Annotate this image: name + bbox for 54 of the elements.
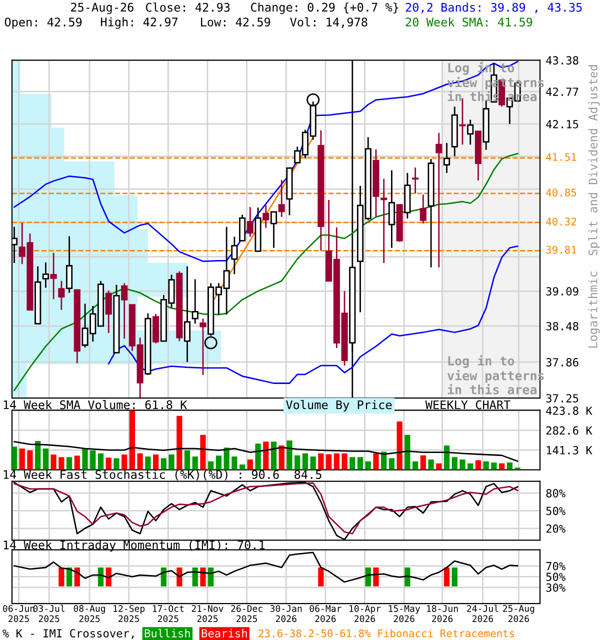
y-tick-label: 141.3 K xyxy=(546,446,592,454)
x-tick-label: 06-Mar 2026 xyxy=(310,605,342,622)
x-tick-label: 08-Aug 2025 xyxy=(74,605,105,622)
chart-title: 14 Week Fast Stochastic (%K)(%D) : 90.6 84.5 xyxy=(4,470,322,480)
chart-title: 14 Week SMA Volume: 61.8 K xyxy=(4,400,188,410)
text: High: 42.97 xyxy=(100,17,178,29)
text: Change: 0.29 {+0.7 %} xyxy=(251,2,398,14)
ref-line-label: 40.32 xyxy=(546,218,576,226)
x-tick-label: 30-Jan 2026 xyxy=(270,605,302,622)
x-tick-label: 25-Aug 2026 xyxy=(503,605,534,622)
ref-line-label: 39.81 xyxy=(546,246,576,254)
x-tick-label: 24-Jul 2026 xyxy=(467,604,498,622)
y-tick-label: 70% xyxy=(546,562,566,570)
y-tick-label: 80% xyxy=(546,489,566,498)
text: Bullish xyxy=(144,628,190,638)
text: Open: 42.59 xyxy=(4,18,82,29)
y-tick-label: 37.25 xyxy=(546,394,578,402)
x-tick-label: 17-Oct 2025 xyxy=(152,605,184,622)
text: Bearish xyxy=(202,628,247,638)
ref-line-label: 40.85 xyxy=(546,188,576,196)
ref-line-label: 41.51 xyxy=(546,153,576,161)
x-tick-label: 12-Sep 2025 xyxy=(114,605,145,622)
chart-title: 14 Week Intraday Momentum (IMI): 70.1 xyxy=(4,540,265,552)
text: Low: 42.59 xyxy=(201,18,270,26)
text: Vol: 14,978 xyxy=(290,17,368,28)
text: Logarithmic xyxy=(588,272,600,348)
y-tick-label: 37.86 xyxy=(546,358,578,366)
y-tick-label: 42.15 xyxy=(546,120,578,128)
x-tick-label: 26-Dec 2025 xyxy=(231,605,262,622)
x-tick-label: 15-May 2026 xyxy=(388,605,420,622)
y-tick-label: 38.48 xyxy=(546,322,578,330)
legend-title: % K - IMI Crossover, xyxy=(2,629,134,639)
text: 25-Aug-26 xyxy=(71,2,134,14)
text: WEEKLY CHART xyxy=(425,400,510,410)
annotation: Volume By Price xyxy=(286,400,392,412)
text: 20 Week SMA: 41.59 xyxy=(406,17,532,26)
y-tick-label: 39.09 xyxy=(546,287,578,296)
x-tick-label: 03-Jul 2025 xyxy=(33,604,64,622)
y-tick-label: 423.8 K xyxy=(546,406,592,415)
y-tick-label: 50% xyxy=(546,506,566,516)
y-tick-label: 43.38 xyxy=(546,56,578,65)
x-tick-label: 21-Nov 2025 xyxy=(192,605,224,622)
text: Close: 42.93 xyxy=(146,2,230,12)
y-tick-label: 30% xyxy=(546,583,566,592)
text: 20,2 Bands: 39.89 , 43.35 xyxy=(406,2,582,14)
text: Split and Dividend Adjusted xyxy=(588,65,600,256)
y-tick-label: 20% xyxy=(546,524,566,533)
x-tick-label: 18-Jun 2026 xyxy=(427,605,458,622)
text: 23.6-38.2-50-61.8% Fibonacci Retracements xyxy=(258,629,514,638)
x-tick-label: 06-Jun 2025 xyxy=(3,605,34,622)
x-tick-label: 10-Apr 2026 xyxy=(350,605,381,622)
y-tick-label: 42.77 xyxy=(546,88,578,96)
y-tick-label: 282.6 K xyxy=(546,426,592,435)
y-tick-label: 50% xyxy=(546,572,566,582)
